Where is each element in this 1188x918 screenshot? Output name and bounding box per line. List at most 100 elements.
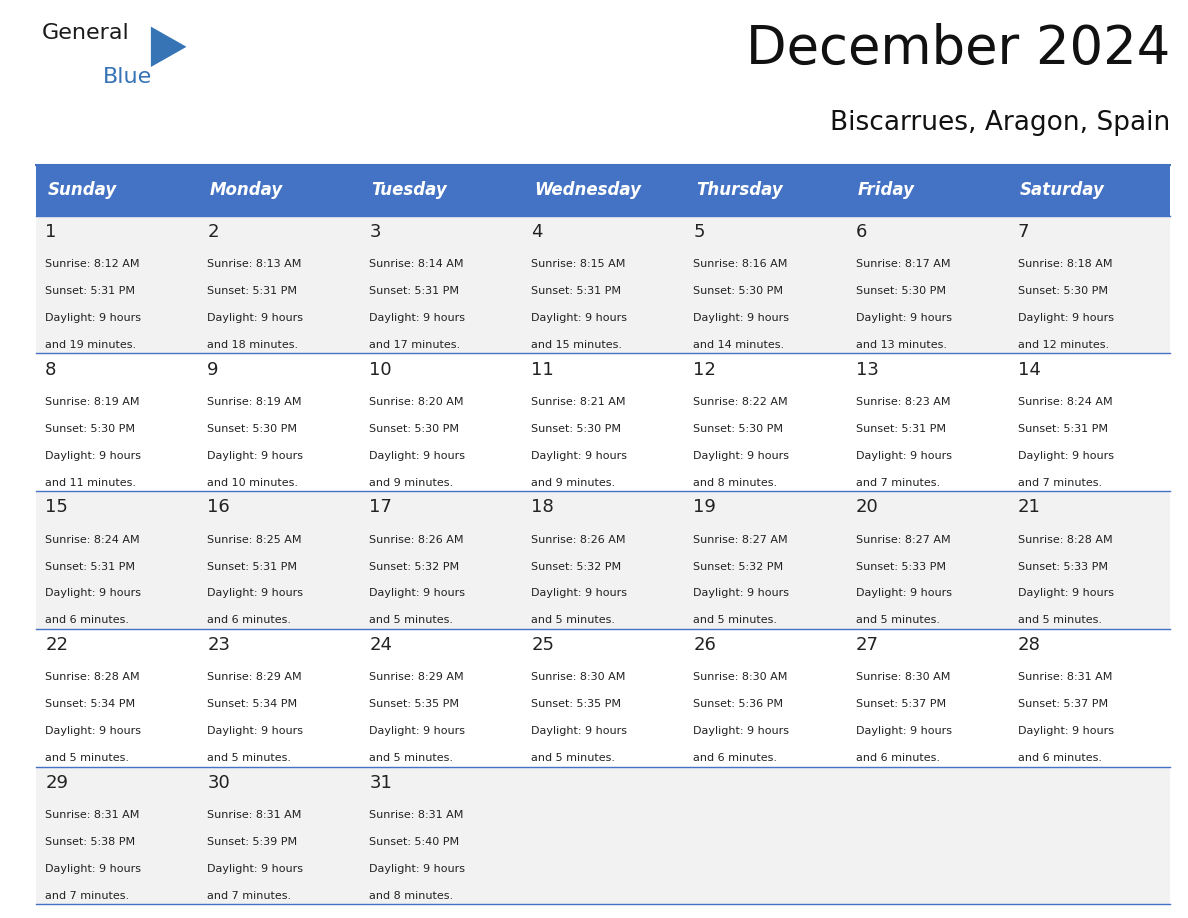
Text: 30: 30 bbox=[207, 774, 230, 792]
Text: Sunset: 5:33 PM: Sunset: 5:33 PM bbox=[1018, 562, 1107, 572]
Text: and 8 minutes.: and 8 minutes. bbox=[694, 477, 778, 487]
Text: Daylight: 9 hours: Daylight: 9 hours bbox=[45, 726, 141, 736]
Text: and 12 minutes.: and 12 minutes. bbox=[1018, 340, 1108, 350]
Text: 8: 8 bbox=[45, 361, 57, 379]
Text: 7: 7 bbox=[1018, 223, 1029, 241]
Text: and 5 minutes.: and 5 minutes. bbox=[207, 753, 291, 763]
Text: Sunrise: 8:23 AM: Sunrise: 8:23 AM bbox=[855, 397, 950, 407]
Text: Daylight: 9 hours: Daylight: 9 hours bbox=[531, 313, 627, 323]
Text: Daylight: 9 hours: Daylight: 9 hours bbox=[207, 864, 303, 874]
Text: Biscarrues, Aragon, Spain: Biscarrues, Aragon, Spain bbox=[830, 110, 1170, 136]
Text: 31: 31 bbox=[369, 774, 392, 792]
Text: 16: 16 bbox=[207, 498, 230, 517]
Text: and 6 minutes.: and 6 minutes. bbox=[207, 615, 291, 625]
Text: and 5 minutes.: and 5 minutes. bbox=[694, 615, 777, 625]
Text: Daylight: 9 hours: Daylight: 9 hours bbox=[694, 451, 790, 461]
Text: Sunrise: 8:26 AM: Sunrise: 8:26 AM bbox=[531, 534, 626, 544]
Text: 4: 4 bbox=[531, 223, 543, 241]
Bar bbox=[36, 165, 1170, 216]
Text: Daylight: 9 hours: Daylight: 9 hours bbox=[369, 726, 466, 736]
Text: Daylight: 9 hours: Daylight: 9 hours bbox=[207, 451, 303, 461]
Bar bbox=[36, 216, 1170, 353]
Text: Sunset: 5:31 PM: Sunset: 5:31 PM bbox=[369, 286, 460, 297]
Text: and 9 minutes.: and 9 minutes. bbox=[369, 477, 454, 487]
Text: Sunset: 5:31 PM: Sunset: 5:31 PM bbox=[207, 286, 297, 297]
Text: Daylight: 9 hours: Daylight: 9 hours bbox=[1018, 313, 1113, 323]
Text: and 11 minutes.: and 11 minutes. bbox=[45, 477, 137, 487]
Text: Sunset: 5:31 PM: Sunset: 5:31 PM bbox=[45, 562, 135, 572]
Text: Sunset: 5:35 PM: Sunset: 5:35 PM bbox=[369, 700, 460, 710]
Text: Sunset: 5:36 PM: Sunset: 5:36 PM bbox=[694, 700, 783, 710]
Text: Wednesday: Wednesday bbox=[533, 182, 640, 199]
Text: 10: 10 bbox=[369, 361, 392, 379]
Text: General: General bbox=[42, 23, 129, 43]
Text: and 19 minutes.: and 19 minutes. bbox=[45, 340, 137, 350]
Text: 26: 26 bbox=[694, 636, 716, 655]
Text: Daylight: 9 hours: Daylight: 9 hours bbox=[855, 313, 952, 323]
Text: 18: 18 bbox=[531, 498, 554, 517]
Text: Daylight: 9 hours: Daylight: 9 hours bbox=[369, 451, 466, 461]
Text: Daylight: 9 hours: Daylight: 9 hours bbox=[855, 451, 952, 461]
Text: Sunset: 5:30 PM: Sunset: 5:30 PM bbox=[207, 424, 297, 434]
Text: Daylight: 9 hours: Daylight: 9 hours bbox=[369, 864, 466, 874]
Text: Sunrise: 8:24 AM: Sunrise: 8:24 AM bbox=[1018, 397, 1112, 407]
Text: 24: 24 bbox=[369, 636, 392, 655]
Text: Sunset: 5:38 PM: Sunset: 5:38 PM bbox=[45, 837, 135, 847]
Text: Sunrise: 8:19 AM: Sunrise: 8:19 AM bbox=[45, 397, 140, 407]
Bar bbox=[36, 767, 1170, 904]
Text: 28: 28 bbox=[1018, 636, 1041, 655]
Text: Sunset: 5:30 PM: Sunset: 5:30 PM bbox=[531, 424, 621, 434]
Text: Daylight: 9 hours: Daylight: 9 hours bbox=[45, 313, 141, 323]
Text: Sunrise: 8:21 AM: Sunrise: 8:21 AM bbox=[531, 397, 626, 407]
Text: 14: 14 bbox=[1018, 361, 1041, 379]
Text: Sunday: Sunday bbox=[48, 182, 116, 199]
Text: 2: 2 bbox=[207, 223, 219, 241]
Bar bbox=[36, 629, 1170, 767]
Text: 3: 3 bbox=[369, 223, 381, 241]
Text: and 5 minutes.: and 5 minutes. bbox=[531, 615, 615, 625]
Text: 13: 13 bbox=[855, 361, 878, 379]
Text: Sunrise: 8:30 AM: Sunrise: 8:30 AM bbox=[855, 672, 950, 682]
Text: Sunset: 5:32 PM: Sunset: 5:32 PM bbox=[369, 562, 460, 572]
Text: Sunset: 5:37 PM: Sunset: 5:37 PM bbox=[855, 700, 946, 710]
Text: Sunset: 5:34 PM: Sunset: 5:34 PM bbox=[45, 700, 135, 710]
Text: Thursday: Thursday bbox=[696, 182, 783, 199]
Text: Daylight: 9 hours: Daylight: 9 hours bbox=[531, 726, 627, 736]
Text: and 7 minutes.: and 7 minutes. bbox=[1018, 477, 1101, 487]
Text: Sunset: 5:30 PM: Sunset: 5:30 PM bbox=[1018, 286, 1107, 297]
Text: Sunrise: 8:31 AM: Sunrise: 8:31 AM bbox=[207, 810, 302, 820]
Text: Sunset: 5:30 PM: Sunset: 5:30 PM bbox=[45, 424, 135, 434]
Text: Sunrise: 8:20 AM: Sunrise: 8:20 AM bbox=[369, 397, 463, 407]
Text: 20: 20 bbox=[855, 498, 878, 517]
Text: and 5 minutes.: and 5 minutes. bbox=[45, 753, 129, 763]
Text: and 8 minutes.: and 8 minutes. bbox=[369, 890, 454, 901]
Text: Sunset: 5:31 PM: Sunset: 5:31 PM bbox=[1018, 424, 1107, 434]
Text: and 6 minutes.: and 6 minutes. bbox=[694, 753, 777, 763]
Text: 29: 29 bbox=[45, 774, 68, 792]
Text: Sunset: 5:35 PM: Sunset: 5:35 PM bbox=[531, 700, 621, 710]
Text: and 5 minutes.: and 5 minutes. bbox=[369, 753, 454, 763]
Text: Friday: Friday bbox=[858, 182, 915, 199]
Text: Daylight: 9 hours: Daylight: 9 hours bbox=[207, 726, 303, 736]
Text: Tuesday: Tuesday bbox=[372, 182, 448, 199]
Text: Sunrise: 8:29 AM: Sunrise: 8:29 AM bbox=[369, 672, 465, 682]
Text: Daylight: 9 hours: Daylight: 9 hours bbox=[1018, 451, 1113, 461]
Text: Daylight: 9 hours: Daylight: 9 hours bbox=[694, 313, 790, 323]
Text: Sunset: 5:33 PM: Sunset: 5:33 PM bbox=[855, 562, 946, 572]
Text: Monday: Monday bbox=[209, 182, 283, 199]
Text: and 7 minutes.: and 7 minutes. bbox=[45, 890, 129, 901]
Text: Sunset: 5:31 PM: Sunset: 5:31 PM bbox=[45, 286, 135, 297]
Text: 17: 17 bbox=[369, 498, 392, 517]
Text: Sunrise: 8:31 AM: Sunrise: 8:31 AM bbox=[45, 810, 139, 820]
Text: Sunset: 5:31 PM: Sunset: 5:31 PM bbox=[531, 286, 621, 297]
Text: 9: 9 bbox=[207, 361, 219, 379]
Text: and 15 minutes.: and 15 minutes. bbox=[531, 340, 623, 350]
Text: Sunrise: 8:24 AM: Sunrise: 8:24 AM bbox=[45, 534, 140, 544]
Text: and 5 minutes.: and 5 minutes. bbox=[855, 615, 940, 625]
Text: and 17 minutes.: and 17 minutes. bbox=[369, 340, 461, 350]
Text: Saturday: Saturday bbox=[1020, 182, 1105, 199]
Text: and 7 minutes.: and 7 minutes. bbox=[207, 890, 291, 901]
Text: 21: 21 bbox=[1018, 498, 1041, 517]
Text: Sunrise: 8:28 AM: Sunrise: 8:28 AM bbox=[1018, 534, 1112, 544]
Text: Daylight: 9 hours: Daylight: 9 hours bbox=[694, 726, 790, 736]
